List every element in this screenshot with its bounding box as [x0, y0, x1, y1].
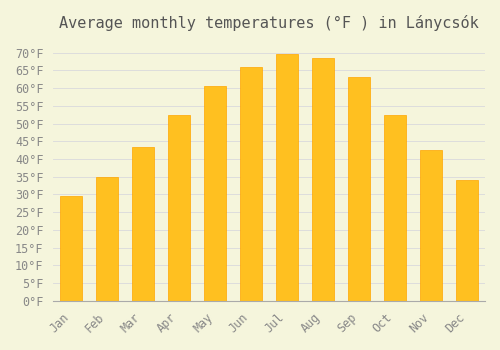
Bar [60, 196, 82, 301]
Title: Average monthly temperatures (°F ) in Lánycsók: Average monthly temperatures (°F ) in Lá… [59, 15, 479, 31]
Bar [204, 86, 226, 301]
Bar [96, 177, 118, 301]
Bar [240, 67, 262, 301]
Bar [276, 54, 298, 301]
Bar [348, 77, 370, 301]
Bar [132, 147, 154, 301]
Bar [420, 150, 442, 301]
Bar [168, 115, 190, 301]
Bar [312, 58, 334, 301]
Bar [384, 115, 406, 301]
Bar [456, 180, 478, 301]
